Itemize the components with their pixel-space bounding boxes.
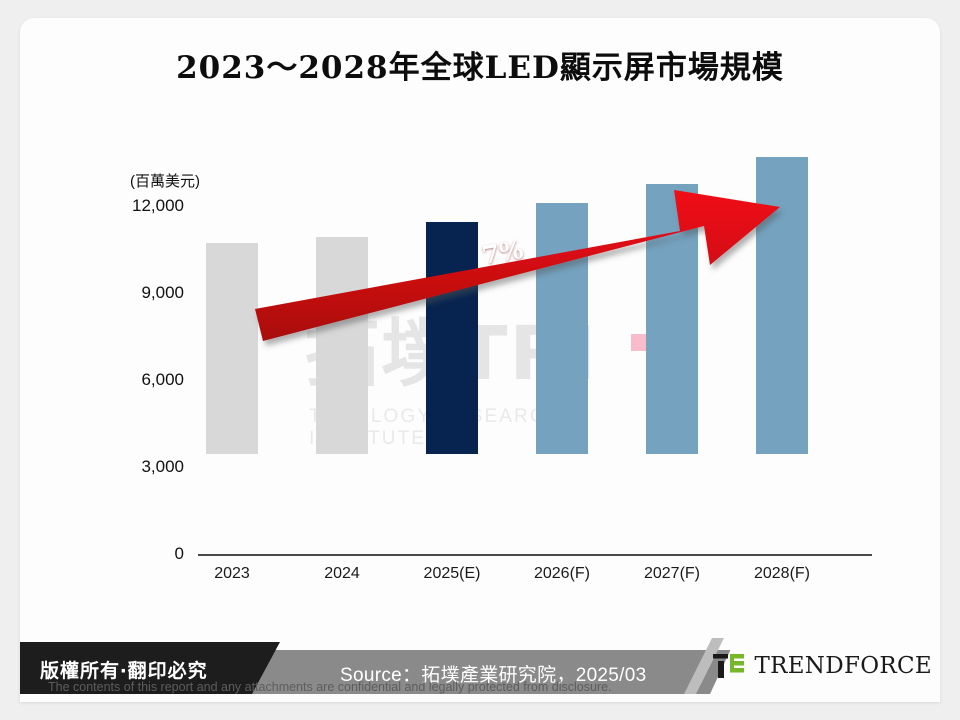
slide-canvas: 2023～2028年全球LED顯示屏市場規模 拓墣TRI TOPOLOGY RE… xyxy=(20,18,940,702)
x-axis-label-2024: 2024 xyxy=(324,565,360,582)
x-axis-label-2025: 2025(E) xyxy=(423,565,481,582)
trendforce-mark-icon xyxy=(713,654,745,678)
bar-2027-forecast[interactable] xyxy=(646,184,698,454)
page-title: 2023～2028年全球LED顯示屏市場規模 xyxy=(176,50,784,86)
footer-bar: 版權所有‧翻印必究 Source：拓墣產業研究院，2025/03 TRENDFO… xyxy=(20,630,940,702)
footer-logo-panel xyxy=(710,638,940,694)
bar-2025-estimate[interactable] xyxy=(426,222,478,454)
bar-2026-forecast[interactable] xyxy=(536,203,588,454)
x-axis-label-2027: 2027(F) xyxy=(643,565,701,582)
x-axis-label-2026: 2026(F) xyxy=(533,565,591,582)
bar-chart: 拓墣TRI TOPOLOGY RESEARCH INSTITUTE (百萬美元)… xyxy=(20,18,940,638)
y-axis-tick-0: 0 xyxy=(174,544,184,563)
trendforce-logo[interactable]: TRENDFORCE xyxy=(713,652,932,680)
y-axis-unit-label: (百萬美元) xyxy=(130,173,200,190)
y-axis-tick-9000: 9,000 xyxy=(141,283,184,302)
cagr-label: 7% xyxy=(479,234,526,271)
x-axis-line xyxy=(198,554,872,556)
bar-2024[interactable] xyxy=(316,237,368,454)
bar-2028-forecast[interactable] xyxy=(756,157,808,454)
copyright-text: 版權所有‧翻印必究 xyxy=(40,660,208,682)
source-text: Source：拓墣產業研究院，2025/03 xyxy=(340,665,647,686)
bar-2023[interactable] xyxy=(206,243,258,454)
trendforce-wordmark: TRENDFORCE xyxy=(754,653,932,679)
copyright-banner xyxy=(20,642,280,694)
y-axis-tick-3000: 3,000 xyxy=(141,457,184,476)
x-axis-label-2023: 2023 xyxy=(214,565,250,582)
disclaimer-text: The contents of this report and any atta… xyxy=(48,680,612,694)
x-axis-label-2028: 2028(F) xyxy=(753,565,811,582)
y-axis-tick-6000: 6,000 xyxy=(141,370,184,389)
y-axis-tick-12000: 12,000 xyxy=(132,196,184,215)
